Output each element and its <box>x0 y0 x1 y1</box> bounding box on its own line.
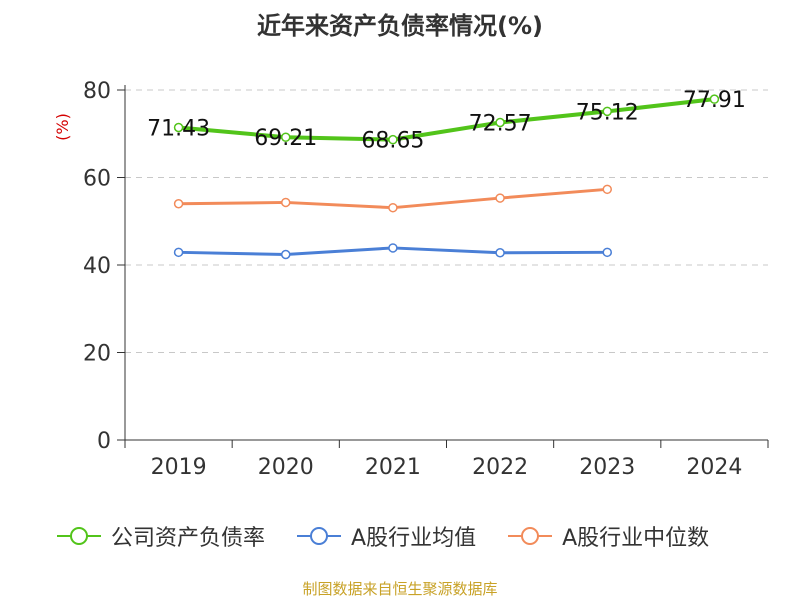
series-line-0 <box>178 97 715 142</box>
x-tick-label-2021: 2021 <box>365 455 421 480</box>
y-tick-label-40: 40 <box>83 254 111 279</box>
series-0-point-2024 <box>709 94 720 104</box>
y-axis-unit-label: (%) <box>53 113 72 141</box>
series-1-point-2019 <box>173 247 184 258</box>
data-label-2024: 77.91 <box>683 88 746 113</box>
series-1-point-2020 <box>281 249 291 260</box>
grid-layer <box>125 89 768 353</box>
label-layer: 71.43 69.21 68.65 72.57 75.12 77.91 <box>147 88 746 154</box>
data-label-2022: 72.57 <box>469 112 532 137</box>
series-0-point-2023 <box>602 106 612 117</box>
x-tick-label-2020: 2020 <box>258 455 314 480</box>
series-0-point-2022 <box>495 117 505 128</box>
legend-mean-label: A股行业均值 <box>351 526 477 551</box>
legend: 公司资产负债率 A股行业均值 A股行业中位数 <box>55 520 775 552</box>
series-2-point-2021 <box>388 202 398 213</box>
series-0-point-2021 <box>388 134 398 145</box>
y-tick-label-60: 60 <box>83 167 111 192</box>
data-label-2023: 75.12 <box>576 100 639 125</box>
x-tick-label-2019: 2019 <box>151 455 207 480</box>
legend-median-line-icon <box>508 527 553 545</box>
series-2-point-2022 <box>495 193 505 203</box>
series-0-point-2020 <box>281 132 291 142</box>
legend-item-industry-mean[interactable]: A股行业均值 <box>295 520 476 552</box>
series-1-point-2022 <box>495 248 505 258</box>
x-tick-label-2022: 2022 <box>472 455 528 480</box>
legend-item-company[interactable]: 公司资产负债率 <box>55 520 265 552</box>
chart-title: 近年来资产负债率情况(%) <box>257 12 543 40</box>
legend-median-label: A股行业中位数 <box>562 526 710 551</box>
series-0-point-2019 <box>173 122 184 133</box>
y-tick-label-0: 0 <box>97 429 111 454</box>
y-tick-label-20: 20 <box>83 342 111 367</box>
data-label-2021: 68.65 <box>361 129 424 154</box>
series-2-point-2019 <box>173 199 184 209</box>
data-label-2020: 69.21 <box>254 126 317 151</box>
legend-company-line-icon <box>57 527 101 545</box>
x-tick-label-2024: 2024 <box>686 455 742 480</box>
legend-item-industry-median[interactable]: A股行业中位数 <box>506 520 709 552</box>
data-label-2019: 71.43 <box>147 116 210 141</box>
series-1-point-2023 <box>602 247 612 258</box>
x-tick-label-2023: 2023 <box>579 455 635 480</box>
series-1-point-2021 <box>388 243 398 253</box>
y-tick-label-80: 80 <box>83 79 111 104</box>
source-note: 制图数据来自恒生聚源数据库 <box>302 580 498 598</box>
series-2-point-2020 <box>281 197 291 208</box>
legend-company-label: 公司资产负债率 <box>111 526 266 551</box>
series-2-point-2023 <box>602 184 612 195</box>
legend-mean-line-icon <box>297 527 342 545</box>
series-layer <box>173 94 720 260</box>
axis-layer: 0 20 40 60 80 (%) 2019 2020 2021 2022 2023 2024 <box>53 79 769 480</box>
